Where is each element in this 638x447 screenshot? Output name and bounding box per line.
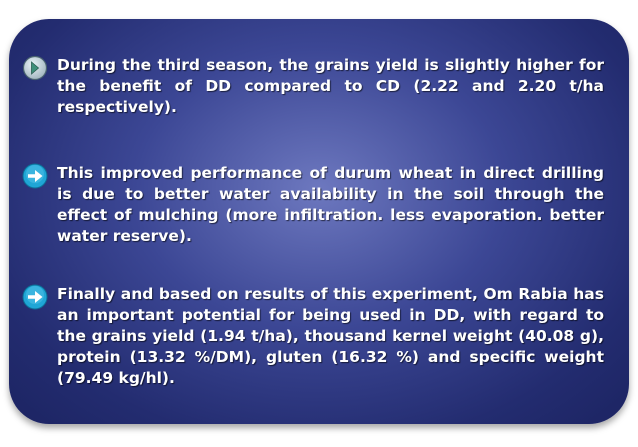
chevron-right-circle-icon [22, 55, 48, 81]
bullet-item: This improved performance of durum wheat… [22, 163, 604, 247]
bullet-item: Finally and based on results of this exp… [22, 284, 604, 389]
content-panel: During the third season, the grains yiel… [9, 19, 629, 424]
arrow-right-circle-icon [22, 163, 48, 189]
arrow-right-circle-icon [22, 284, 48, 310]
bullet-text: Finally and based on results of this exp… [57, 285, 604, 387]
bullet-item: During the third season, the grains yiel… [22, 55, 604, 118]
bullet-text: During the third season, the grains yiel… [57, 56, 604, 116]
bullet-text: This improved performance of durum wheat… [57, 164, 604, 245]
